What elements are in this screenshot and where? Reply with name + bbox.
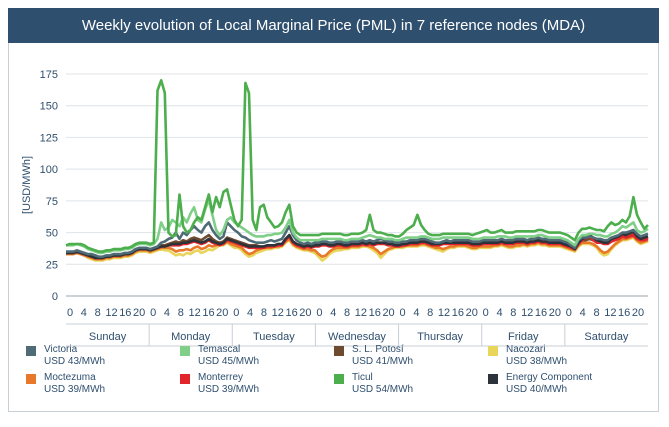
chart-frame — [8, 8, 659, 412]
x-tick-label: 16 — [119, 307, 131, 319]
x-tick-label: 8 — [95, 307, 101, 319]
legend-item: Energy Component USD 40/MWh — [488, 372, 638, 398]
x-tick-label: 4 — [413, 307, 419, 319]
x-tick-label: 12 — [355, 307, 367, 319]
legend-item: S. L. Potosí USD 41/MWh — [334, 344, 484, 370]
x-tick-label: 16 — [618, 307, 630, 319]
y-tick-label: 150 — [40, 101, 58, 113]
x-tick-label: 20 — [133, 307, 145, 319]
legend-swatch — [26, 346, 36, 356]
y-tick-label: 175 — [40, 69, 58, 81]
x-tick-label: 0 — [483, 307, 489, 319]
legend-series-name: Ticul — [352, 372, 373, 383]
legend-series-value: USD 43/MWh — [44, 356, 106, 367]
legend-series-name: Temascal — [198, 344, 241, 355]
x-tick-label: 16 — [202, 307, 214, 319]
chart-legend: Victoria USD 43/MWh Temascal USD 45/MWh S. L… — [26, 344, 646, 406]
x-tick-label: 8 — [593, 307, 599, 319]
x-tick-label: 20 — [632, 307, 644, 319]
x-tick-label: 4 — [247, 307, 253, 319]
legend-swatch — [26, 374, 36, 384]
legend-series-value: USD 39/MWh — [198, 384, 260, 395]
legend-series-value: USD 41/MWh — [352, 356, 414, 367]
day-label: Tuesday — [253, 331, 295, 343]
y-tick-label: 25 — [46, 259, 58, 271]
y-tick-label: 0 — [52, 291, 58, 303]
x-tick-label: 16 — [535, 307, 547, 319]
legend-item: Ticul USD 54/MWh — [334, 372, 484, 398]
x-tick-label: 0 — [150, 307, 156, 319]
x-tick-label: 16 — [452, 307, 464, 319]
legend-series-value: USD 54/MWh — [352, 384, 414, 395]
legend-series-value: USD 45/MWh — [198, 356, 260, 367]
legend-swatch — [180, 346, 190, 356]
legend-item: Nacozari USD 38/MWh — [488, 344, 638, 370]
day-label: Thursday — [417, 331, 463, 343]
y-tick-label: 100 — [40, 164, 58, 176]
legend-series-value: USD 40/MWh — [506, 384, 568, 395]
x-tick-label: 12 — [189, 307, 201, 319]
x-tick-label: 20 — [216, 307, 228, 319]
day-label: Sunday — [89, 331, 127, 343]
x-tick-label: 12 — [438, 307, 450, 319]
x-tick-label: 12 — [604, 307, 616, 319]
x-tick-label: 20 — [466, 307, 478, 319]
legend-swatch — [488, 346, 498, 356]
legend-swatch — [180, 374, 190, 384]
legend-swatch — [334, 374, 344, 384]
day-label: Monday — [171, 331, 211, 343]
y-tick-label: 75 — [46, 196, 58, 208]
legend-series-name: Nacozari — [506, 344, 546, 355]
x-tick-label: 16 — [369, 307, 381, 319]
legend-swatch — [488, 374, 498, 384]
x-tick-label: 0 — [67, 307, 73, 319]
x-tick-label: 4 — [330, 307, 336, 319]
legend-series-name: Victoria — [44, 344, 78, 355]
legend-item: Temascal USD 45/MWh — [180, 344, 330, 370]
x-tick-label: 12 — [105, 307, 117, 319]
y-tick-label: 50 — [46, 228, 58, 240]
day-label: Wednesday — [328, 331, 386, 343]
day-label: Saturday — [584, 331, 629, 343]
x-tick-label: 20 — [382, 307, 394, 319]
series-line-energy-component — [66, 230, 649, 260]
legend-series-value: USD 39/MWh — [44, 384, 106, 395]
x-tick-label: 12 — [521, 307, 533, 319]
legend-series-value: USD 38/MWh — [506, 356, 568, 367]
x-tick-label: 16 — [285, 307, 297, 319]
x-tick-label: 20 — [299, 307, 311, 319]
legend-item: Monterrey USD 39/MWh — [180, 372, 330, 398]
series-line-ticul — [65, 79, 649, 253]
x-tick-label: 12 — [272, 307, 284, 319]
x-tick-label: 4 — [164, 307, 170, 319]
y-tick-label: 125 — [40, 132, 58, 144]
x-tick-label: 0 — [233, 307, 239, 319]
day-label: Friday — [508, 331, 539, 343]
legend-item: Victoria USD 43/MWh — [26, 344, 176, 370]
x-tick-label: 8 — [178, 307, 184, 319]
chart-title: Weekly evolution of Local Marginal Price… — [8, 8, 659, 43]
x-tick-label: 20 — [549, 307, 561, 319]
x-tick-label: 8 — [510, 307, 516, 319]
x-tick-label: 0 — [316, 307, 322, 319]
legend-series-name: Moctezuma — [44, 372, 96, 383]
x-tick-label: 8 — [427, 307, 433, 319]
legend-swatch — [334, 346, 344, 356]
y-axis-label: [USD/MWh] — [21, 156, 33, 214]
legend-item: Moctezuma USD 39/MWh — [26, 372, 176, 398]
series-line-temascal — [66, 198, 649, 255]
x-tick-label: 4 — [580, 307, 586, 319]
series-line-victoria — [66, 221, 649, 259]
x-tick-label: 0 — [566, 307, 572, 319]
legend-series-name: S. L. Potosí — [352, 344, 404, 355]
legend-series-name: Energy Component — [506, 372, 593, 383]
x-tick-label: 8 — [261, 307, 267, 319]
x-tick-label: 0 — [400, 307, 406, 319]
legend-series-name: Monterrey — [198, 372, 244, 383]
x-tick-label: 4 — [496, 307, 502, 319]
x-tick-label: 8 — [344, 307, 350, 319]
x-tick-label: 4 — [81, 307, 87, 319]
